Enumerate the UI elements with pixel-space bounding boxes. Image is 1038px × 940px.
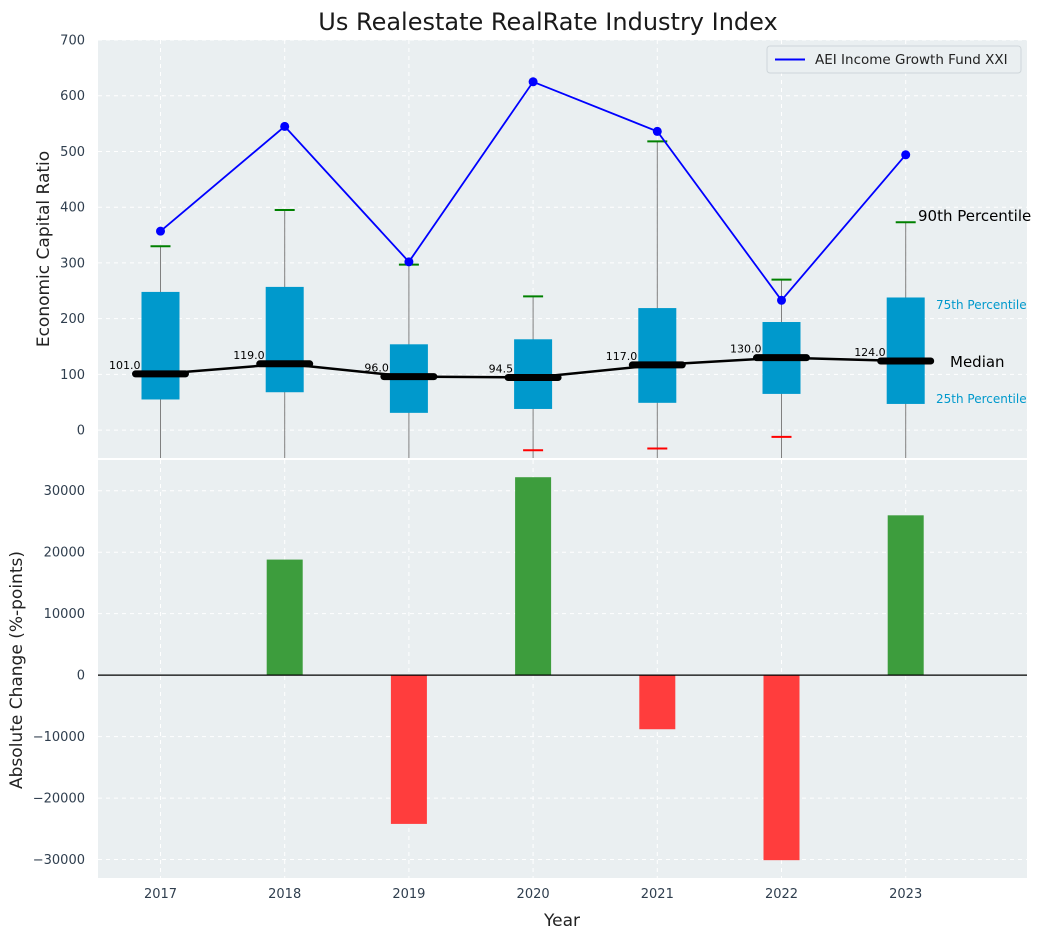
top-y-tick-label: 400 [60, 201, 85, 216]
box-2023 [886, 297, 925, 404]
legend-box [766, 45, 1022, 74]
box-2021 [638, 308, 677, 403]
change-bar-2018 [266, 559, 303, 676]
x-tick-label-2021: 2021 [641, 887, 674, 902]
x-tick-label-2022: 2022 [765, 887, 798, 902]
fund-point-2019 [404, 257, 414, 267]
annotation-75th-percentile: 75th Percentile [936, 298, 1027, 312]
bottom-y-tick-label: −20000 [33, 792, 85, 807]
top-plot-area [98, 40, 1027, 458]
bottom-y-tick-label: −30000 [33, 853, 85, 868]
bottom-y-tick-label: −10000 [33, 730, 85, 745]
x-tick-label-2017: 2017 [144, 887, 177, 902]
fund-point-2021 [652, 126, 662, 136]
x-axis-label: Year [543, 911, 580, 931]
annotation-90th-percentile: 90th Percentile [918, 207, 1031, 225]
x-tick-label-2019: 2019 [392, 887, 425, 902]
top-y-tick-label: 0 [77, 424, 85, 439]
median-value-label-2023: 124.0 [854, 346, 886, 359]
top-y-tick-label: 300 [60, 256, 85, 271]
box-2017 [141, 291, 180, 400]
bottom-y-tick-label: 0 [77, 669, 85, 684]
top-y-tick-label: 700 [60, 34, 85, 49]
x-tick-label-2023: 2023 [889, 887, 922, 902]
fund-point-2022 [777, 295, 786, 305]
median-value-label-2017: 101.0 [109, 359, 141, 372]
top-y-tick-label: 500 [60, 145, 85, 160]
median-value-label-2019: 96.0 [364, 362, 389, 375]
x-tick-label-2020: 2020 [517, 887, 550, 902]
bottom-plot-area [98, 460, 1027, 878]
chart-title: Us Realestate RealRate Industry Index [318, 8, 777, 36]
top-y-tick-label: 100 [60, 368, 85, 383]
x-tick-label-2018: 2018 [268, 887, 301, 902]
median-value-label-2022: 130.0 [730, 343, 762, 356]
top-y-axis-label: Economic Capital Ratio [34, 151, 54, 347]
bottom-y-tick-label: 10000 [44, 607, 85, 622]
median-value-label-2018: 119.0 [233, 349, 265, 362]
annotation-25th-percentile: 25th Percentile [936, 392, 1027, 406]
change-bar-2020 [515, 477, 552, 676]
legend: AEI Income Growth Fund XXI [766, 45, 1022, 74]
top-y-tick-label: 200 [60, 312, 85, 327]
fund-point-2018 [280, 121, 290, 131]
change-bar-2021 [639, 675, 676, 730]
bottom-y-tick-label: 20000 [44, 546, 85, 561]
fund-point-2017 [156, 226, 165, 236]
change-bar-2023 [887, 515, 924, 676]
top-y-tick-label: 600 [60, 89, 85, 104]
fund-point-2020 [528, 77, 538, 87]
annotation-median: Median [950, 353, 1005, 371]
fund-point-2023 [901, 150, 911, 160]
change-bar-2022 [763, 675, 800, 861]
bottom-y-tick-label: 30000 [44, 484, 85, 499]
bottom-y-axis-label: Absolute Change (%-points) [7, 551, 27, 789]
legend-label: AEI Income Growth Fund XXI [815, 52, 1008, 68]
box-2018 [265, 286, 304, 393]
median-value-label-2021: 117.0 [606, 350, 638, 363]
median-value-label-2020: 94.5 [489, 362, 514, 375]
change-bar-2019 [390, 675, 427, 824]
